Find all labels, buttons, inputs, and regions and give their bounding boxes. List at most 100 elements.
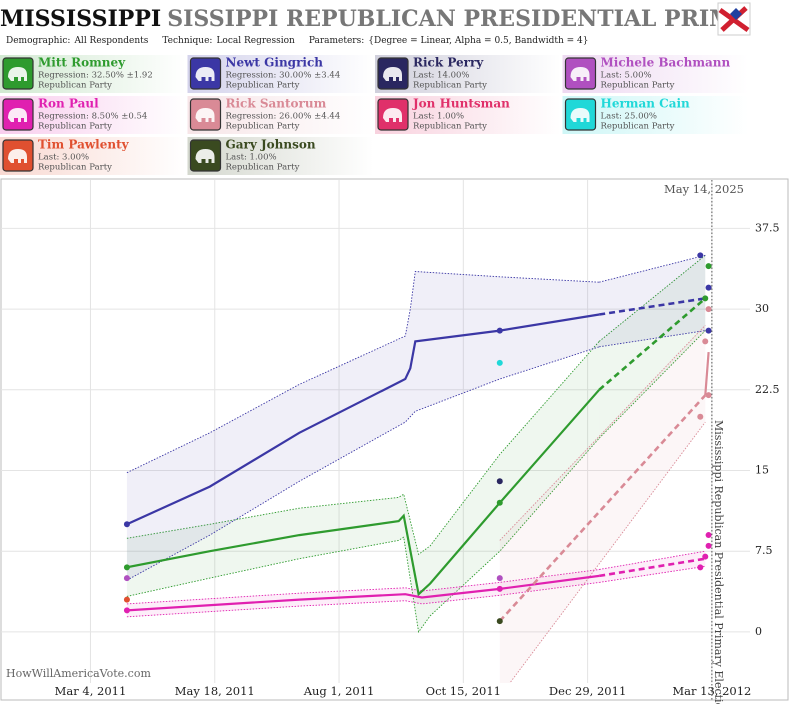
confidence-band <box>126 271 600 581</box>
confidence-band <box>126 341 600 632</box>
elephant <box>195 108 215 122</box>
poll-point <box>123 521 130 528</box>
title: MISSISSIPPI SISSIPPI REPUBLICAN PRESIDENT… <box>0 6 789 32</box>
elephant <box>383 108 402 122</box>
y-tick-label: 0 <box>755 625 762 638</box>
param-key: Parameters: <box>309 36 364 46</box>
elephant <box>195 67 215 81</box>
trend-line <box>704 352 710 396</box>
poll-point <box>496 499 503 506</box>
param-value: {Degree = Linear, Alpha = 0.5, Bandwidth… <box>368 36 588 46</box>
legend-stat: Last: 14.00% <box>413 71 469 81</box>
poll-point <box>705 532 712 539</box>
poll-point <box>702 338 709 345</box>
legend-name: Gary Johnson <box>226 138 316 152</box>
legend-name: Newt Gingrich <box>226 56 324 70</box>
y-tick-label: 37.5 <box>755 221 780 234</box>
x-tick-label: Oct 15, 2011 <box>426 684 501 698</box>
poll-point <box>705 306 712 313</box>
trend-line <box>126 313 600 526</box>
x-tick-label: Aug 1, 2011 <box>303 684 375 698</box>
poll-point <box>702 553 709 560</box>
legend-stat: Regression: 30.00% ±3.44 <box>226 71 341 81</box>
title-rest: SISSIPPI REPUBLICAN PRESIDENTIAL PRIMARY… <box>167 6 789 32</box>
legend-stat: Regression: 32.50% ±1.92 <box>38 71 153 81</box>
trend-line <box>126 389 601 597</box>
x-tick-label: Mar 4, 2011 <box>55 684 127 698</box>
legend-party: Republican Party <box>226 163 300 173</box>
poll-point <box>705 263 712 270</box>
legend-stat: Last: 25.00% <box>601 112 657 122</box>
band-edge <box>126 569 600 605</box>
legend-stat: Last: 1.00% <box>413 112 464 122</box>
legend-party: Republican Party <box>601 122 675 132</box>
poll-point <box>697 252 704 259</box>
legend-party: Republican Party <box>38 163 112 173</box>
watermark: HowWillAmericaVote.com <box>6 667 151 680</box>
confidence-band <box>499 325 706 683</box>
legend-name: Tim Pawlenty <box>38 138 130 152</box>
poll-point <box>705 284 712 291</box>
param-value: Local Regression <box>216 36 295 46</box>
band-edge <box>598 330 706 439</box>
poll-point <box>496 327 503 334</box>
poll-point <box>697 564 704 571</box>
chart-frame <box>0 178 789 701</box>
confidence-band <box>599 255 706 439</box>
band-edge <box>126 437 600 634</box>
trend-line <box>126 574 600 612</box>
legend-stat: Last: 3.00% <box>38 153 89 163</box>
projection-line <box>498 394 707 622</box>
poll-point <box>496 478 503 485</box>
y-tick-label: 15 <box>755 464 769 477</box>
legend-party: Republican Party <box>413 81 487 91</box>
projection-line <box>598 557 706 578</box>
band-edge <box>509 421 706 683</box>
poll-point <box>705 327 712 334</box>
title-bold: MISSISSIPPI <box>0 6 161 32</box>
elephant <box>195 149 215 163</box>
poll-point <box>496 585 503 592</box>
elephant <box>8 108 27 122</box>
legend-party: Republican Party <box>601 81 675 91</box>
poll-point <box>705 392 712 399</box>
legend-party: Republican Party <box>226 81 300 91</box>
param-key: Demographic: <box>6 36 70 46</box>
legend-stat: Regression: 26.00% ±4.44 <box>226 112 341 122</box>
legend-name: Mitt Romney <box>38 56 126 70</box>
legend-stat: Last: 5.00% <box>601 71 652 81</box>
legend-party: Republican Party <box>38 122 112 132</box>
y-tick-label: 7.5 <box>755 544 773 557</box>
poll-point <box>496 575 503 582</box>
legend-party: Republican Party <box>38 81 112 91</box>
elephant <box>8 149 27 163</box>
poll-point <box>496 618 503 625</box>
poll-point <box>697 413 704 420</box>
projection-line <box>598 297 707 391</box>
band-edge <box>599 254 706 283</box>
param-value: All Respondents <box>73 36 148 46</box>
poll-point <box>702 295 709 302</box>
legend-name: Rick Santorum <box>226 97 327 111</box>
confidence-band <box>126 569 600 617</box>
elephant <box>383 67 402 81</box>
legend-party: Republican Party <box>413 122 487 132</box>
x-tick-label: May 18, 2011 <box>175 684 255 698</box>
elephant <box>570 67 590 81</box>
date-note: May 14, 2025 <box>664 182 744 196</box>
legend-name: Jon Huntsman <box>412 97 510 111</box>
band-edge <box>126 271 600 474</box>
poll-point <box>123 607 130 614</box>
